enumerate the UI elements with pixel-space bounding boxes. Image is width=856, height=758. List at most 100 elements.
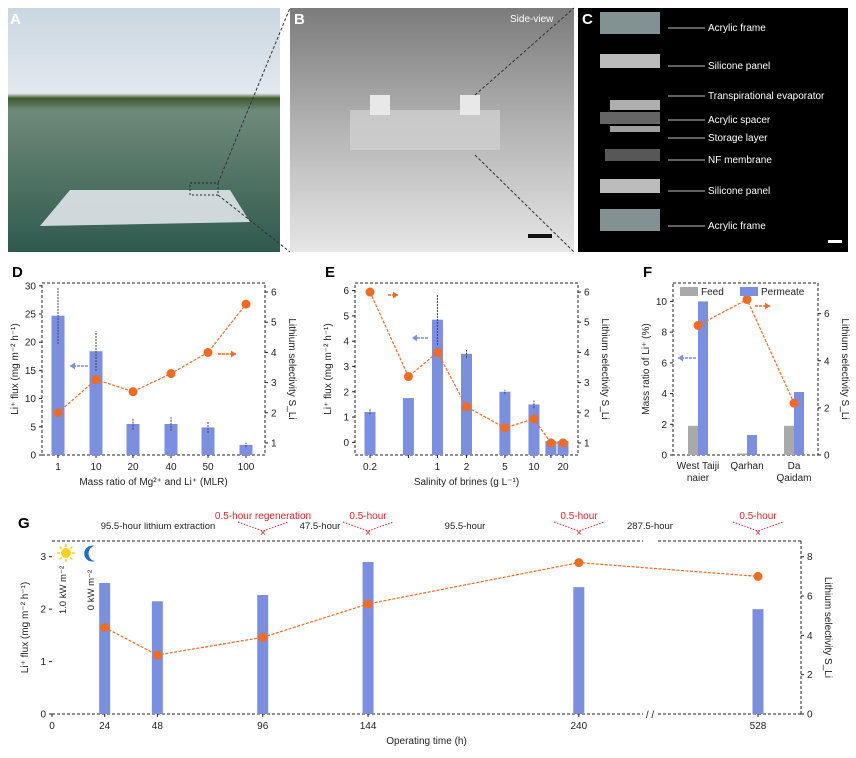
y-tick-label: 30 <box>25 281 37 292</box>
bar <box>737 453 747 455</box>
x-axis-label: Mass ratio of Mg²⁺ and Li⁺ (MLR) <box>79 477 227 488</box>
panel-c-exploded-view: C Acrylic frame Silicone panel Transpirati… <box>578 8 848 252</box>
x-tick-label: 144 <box>360 721 377 732</box>
x-tick-label: 100 <box>238 462 255 473</box>
part-label: Acrylic frame <box>708 23 766 34</box>
axis-break: / / <box>646 710 655 721</box>
selectivity-line <box>104 562 759 656</box>
panel-b-photo: B Side-view <box>290 8 574 252</box>
legend-label-permeate: Permeate <box>761 287 805 298</box>
selectivity-point <box>258 632 268 642</box>
y2-tick-label: 4 <box>824 356 830 367</box>
selectivity-point <box>789 398 799 408</box>
y2-tick-label: 6 <box>584 288 590 299</box>
panel-label: G <box>18 515 30 532</box>
bar <box>794 392 804 455</box>
panel-label-c: C <box>582 11 593 28</box>
part-label: Acrylic frame <box>708 221 766 232</box>
y2-tick-label: 4 <box>584 348 590 359</box>
y2-axis-label: Lithium selectivity S_Li <box>822 577 833 678</box>
selectivity-point <box>100 623 110 632</box>
plot-frame <box>672 282 819 456</box>
x-tick-label: Qaidam <box>776 473 811 484</box>
bar <box>545 441 557 455</box>
panel-a-photo: A <box>8 8 280 252</box>
selectivity-point <box>203 347 213 357</box>
selectivity-point <box>500 423 510 433</box>
bar <box>364 412 376 455</box>
y-tick-label: 2 <box>40 605 46 616</box>
x-tick-label: 40 <box>165 462 177 473</box>
y2-tick-label: 1 <box>584 438 590 449</box>
selectivity-point <box>166 369 176 379</box>
legend-swatch-feed <box>680 287 698 296</box>
selectivity-point <box>574 558 584 568</box>
part-shape <box>600 12 660 34</box>
y-tick-label: 5 <box>343 311 349 322</box>
selectivity-line <box>369 291 563 444</box>
y-tick-label: 0 <box>661 451 667 462</box>
y2-tick-label: 2 <box>824 403 830 414</box>
y2-tick-label: 8 <box>807 552 813 563</box>
y-tick-label: 6 <box>343 286 349 297</box>
y2-tick-label: 0 <box>824 451 830 462</box>
y-tick-label: 5 <box>30 422 36 433</box>
x-tick-label: 10 <box>528 462 540 473</box>
right-axis-arrow-head <box>231 350 236 358</box>
phase-label: 95.5-hour <box>445 521 486 532</box>
y-axis-label: Li⁺ flux (mg m⁻² h⁻¹) <box>323 323 334 414</box>
selectivity-point <box>546 438 556 448</box>
y2-tick-label: 3 <box>584 378 590 389</box>
y-tick-label: 4 <box>343 337 349 348</box>
y2-tick-label: 4 <box>271 348 277 359</box>
selectivity-point <box>363 599 373 609</box>
moon-icon <box>84 545 95 562</box>
selectivity-point <box>128 387 138 397</box>
x-tick-label: 1 <box>55 462 61 473</box>
x-tick-label: 5 <box>502 462 508 473</box>
x-tick-label: 24 <box>99 721 111 732</box>
selectivity-point <box>432 347 442 357</box>
y-tick-label: 3 <box>343 362 349 373</box>
bar <box>201 427 215 455</box>
part-shape <box>600 112 660 124</box>
x-tick-label: 20 <box>127 462 139 473</box>
regeneration-label: 0.5-hour <box>560 511 598 522</box>
y-tick-label: 1 <box>343 413 349 424</box>
x-tick-label: 48 <box>152 721 164 732</box>
selectivity-line <box>57 303 247 414</box>
bar <box>239 444 253 455</box>
y2-tick-label: 2 <box>807 670 813 681</box>
y2-axis-label: Lithium selectivity S_Li <box>599 318 610 419</box>
regeneration-marker: × <box>365 528 371 539</box>
x-tick-label: 0.2 <box>363 462 377 473</box>
plot-frame <box>41 282 266 456</box>
legend-label-feed: Feed <box>701 287 724 298</box>
bar <box>362 561 374 714</box>
y-tick-label: 0 <box>40 710 46 721</box>
bar <box>164 423 178 455</box>
day-irradiance-label: 1.0 kW m⁻² <box>58 566 69 614</box>
y2-tick-label: 6 <box>807 592 813 603</box>
selectivity-line <box>697 298 795 404</box>
x-tick-label: naier <box>687 473 710 484</box>
regeneration-label: 0.5-hour <box>739 511 777 522</box>
y-tick-label: 0 <box>343 438 349 449</box>
regeneration-label: 0.5-hour <box>349 511 387 522</box>
phase-label: 47.5-hour <box>300 521 341 532</box>
bar <box>126 423 140 455</box>
part-shape <box>610 126 660 132</box>
bar <box>747 435 757 455</box>
x-tick-label: Da <box>788 461 801 472</box>
y2-tick-label: 2 <box>584 408 590 419</box>
x-tick-label: 0 <box>49 721 55 732</box>
y2-tick-label: 1 <box>271 438 277 449</box>
y-tick-label: 25 <box>25 310 37 321</box>
x-tick-label: 528 <box>750 721 767 732</box>
bar <box>431 319 443 455</box>
part-shape <box>600 179 660 193</box>
y-tick-label: 4 <box>661 389 667 400</box>
y-tick-label: 8 <box>661 328 667 339</box>
y2-tick-label: 0 <box>807 710 813 721</box>
